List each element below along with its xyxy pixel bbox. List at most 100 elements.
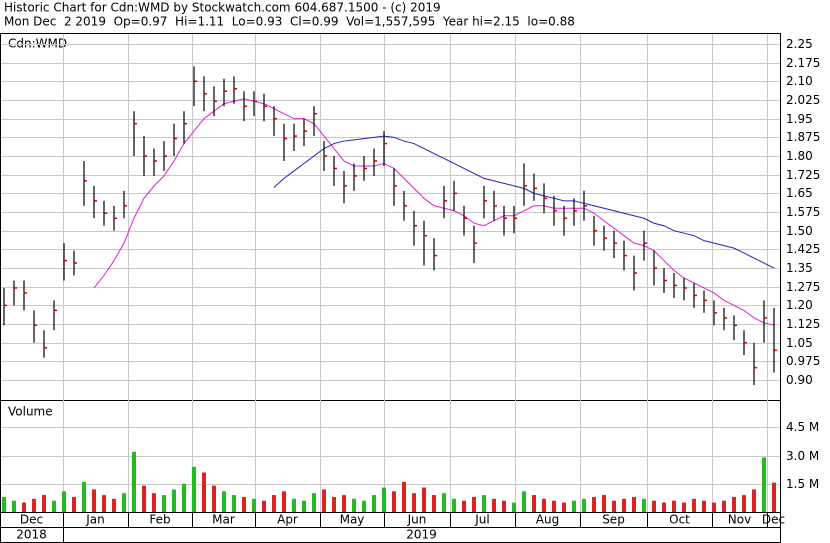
volume-bar	[302, 500, 306, 512]
volume-bar	[442, 493, 446, 512]
header-subtitle: Mon Dec 2 2019 Op=0.97 Hi=1.11 Lo=0.93 C…	[4, 15, 575, 29]
volume-bar	[132, 451, 136, 512]
price-panel-label: Cdn:WMD	[8, 37, 67, 51]
volume-bar	[102, 495, 106, 512]
volume-bar	[572, 500, 576, 512]
y-tick-label: 1.65	[786, 186, 813, 200]
y-tick-label: 2.10	[786, 74, 813, 88]
volume-bar	[632, 496, 636, 512]
volume-bar	[502, 500, 506, 512]
volume-bar	[352, 498, 356, 512]
volume-bar	[722, 500, 726, 512]
volume-bar	[252, 498, 256, 512]
month-label: Mar	[212, 513, 235, 527]
y-tick-label: 0.975	[786, 354, 820, 368]
volume-bar	[412, 493, 416, 512]
volume-bar	[272, 495, 276, 512]
volume-bar	[732, 496, 736, 512]
volume-bar	[172, 489, 176, 512]
volume-bar	[692, 498, 696, 512]
volume-bar	[312, 493, 316, 512]
y-tick-label: 2.25	[786, 37, 813, 51]
y-tick-label: 1.725	[786, 168, 820, 182]
volume-bar	[652, 500, 656, 512]
y-tick-label: 1.425	[786, 242, 820, 256]
y-tick-label: 1.5 M	[786, 477, 819, 491]
month-label: Jan	[85, 513, 105, 527]
y-tick-label: 4.5 M	[786, 420, 819, 434]
volume-bar	[292, 498, 296, 512]
volume-bar	[672, 500, 676, 512]
volume-bar	[512, 502, 516, 512]
month-label: Dec	[762, 513, 785, 527]
month-label: Jun	[407, 513, 427, 527]
volume-panel-label: Volume	[8, 405, 53, 419]
moving-average	[93, 98, 775, 326]
volume-bar	[612, 500, 616, 512]
volume-bar	[372, 495, 376, 512]
volume-bar	[262, 500, 266, 512]
month-label: Aug	[536, 513, 559, 527]
volume-bar	[112, 498, 116, 512]
volume-bar	[522, 491, 526, 512]
volume-bar	[742, 495, 746, 512]
y-tick-label: 1.35	[786, 261, 813, 275]
month-label: Jul	[474, 513, 489, 527]
volume-bar	[452, 498, 456, 512]
y-tick-label: 1.50	[786, 224, 813, 238]
volume-bar	[662, 502, 666, 512]
volume-bar	[552, 500, 556, 512]
volume-bar	[392, 491, 396, 512]
volume-bar	[482, 495, 486, 512]
y-tick-label: 3.0 M	[786, 449, 819, 463]
volume-bar	[772, 482, 776, 512]
volume-bar	[642, 498, 646, 512]
volume-bar	[432, 495, 436, 512]
header-title: Historic Chart for Cdn:WMD by Stockwatch…	[4, 1, 441, 15]
volume-bar	[592, 496, 596, 512]
y-tick-label: 1.125	[786, 317, 820, 331]
volume-bar	[602, 495, 606, 512]
month-label: Apr	[277, 513, 298, 527]
volume-bar	[712, 502, 716, 512]
y-tick-label: 2.025	[786, 93, 820, 107]
volume-bar	[702, 500, 706, 512]
y-tick-label: 2.175	[786, 56, 820, 70]
volume-bar	[162, 495, 166, 512]
volume-bar	[92, 489, 96, 512]
volume-bar	[362, 500, 366, 512]
volume-bar	[192, 466, 196, 512]
volume-bar	[622, 498, 626, 512]
volume-bar	[532, 495, 536, 512]
volume-bar	[22, 502, 26, 512]
volume-bar	[582, 498, 586, 512]
volume-bar	[562, 502, 566, 512]
month-label: Dec	[20, 513, 43, 527]
volume-bar	[492, 498, 496, 512]
volume-bar	[202, 472, 206, 512]
volume-bar	[322, 489, 326, 512]
volume-bar	[542, 498, 546, 512]
y-tick-label: 1.575	[786, 205, 820, 219]
volume-bar	[82, 481, 86, 512]
volume-bar	[422, 487, 426, 512]
y-tick-label: 1.95	[786, 112, 813, 126]
volume-bar	[232, 495, 236, 512]
month-label: Sep	[602, 513, 625, 527]
month-label: May	[340, 513, 365, 527]
volume-bar	[182, 483, 186, 512]
volume-bar	[152, 493, 156, 512]
volume-bar	[42, 495, 46, 512]
volume-bar	[762, 457, 766, 512]
volume-bar	[472, 496, 476, 512]
volume-bar	[342, 495, 346, 512]
volume-bar	[32, 498, 36, 512]
y-tick-label: 1.20	[786, 298, 813, 312]
volume-bar	[242, 496, 246, 512]
volume-bar	[682, 502, 686, 512]
volume-bar	[2, 496, 6, 512]
volume-bar	[52, 500, 56, 512]
volume-bar	[122, 493, 126, 512]
